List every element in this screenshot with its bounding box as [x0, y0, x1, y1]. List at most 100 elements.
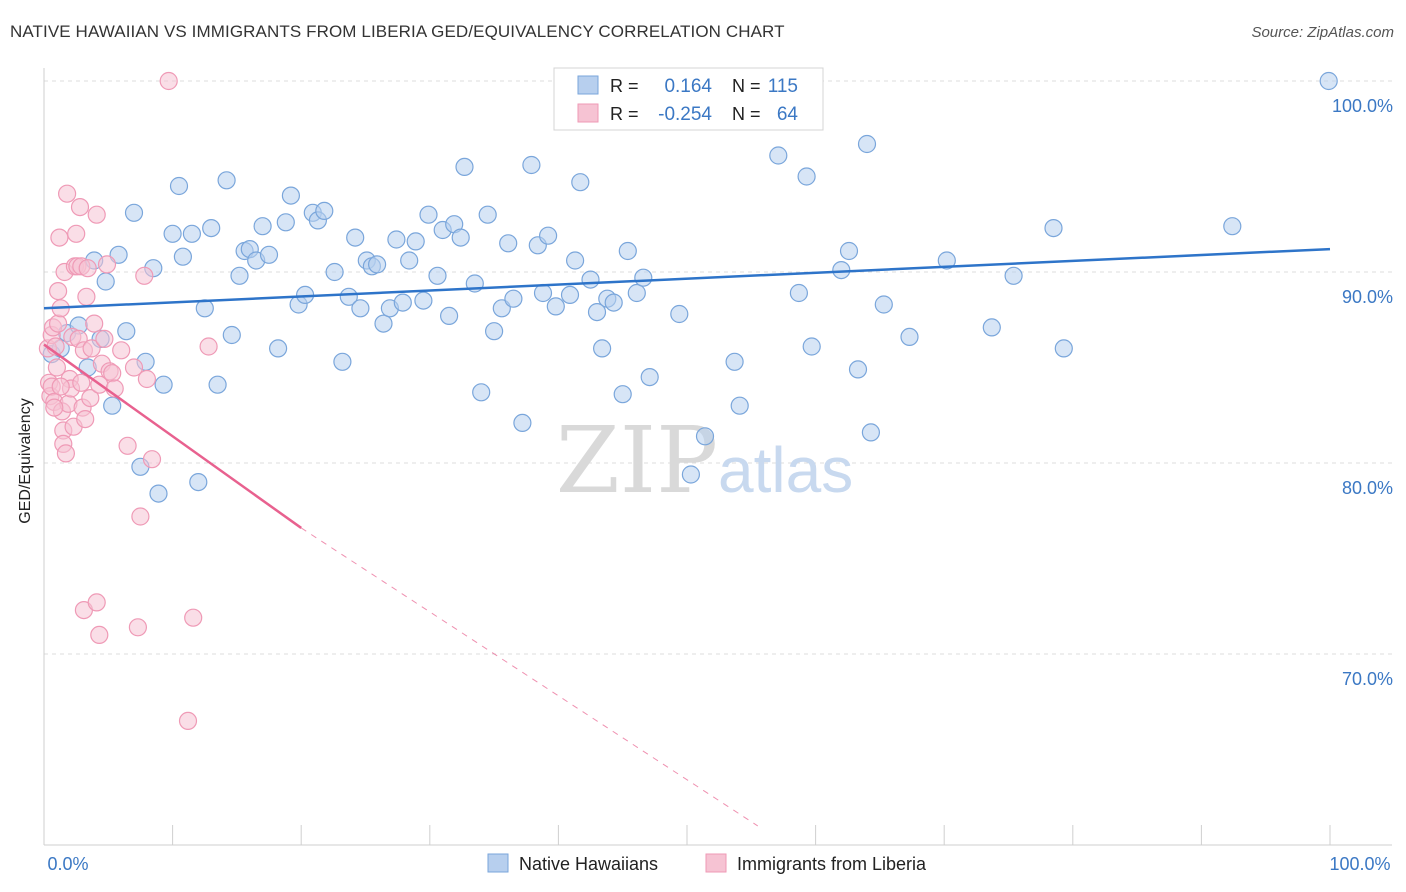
point-liberia: [50, 228, 69, 247]
point-native-hawaiian: [546, 297, 565, 316]
point-liberia: [76, 410, 95, 429]
point-native-hawaiian: [485, 322, 504, 341]
point-liberia: [82, 339, 101, 358]
point-native-hawaiian: [587, 303, 607, 322]
point-native-hawaiian: [769, 146, 788, 165]
stats-r-label-pink: R =: [610, 104, 639, 124]
point-native-hawaiian: [154, 375, 173, 394]
trend-line-liberia-extrapolated: [300, 527, 759, 827]
point-native-hawaiian: [874, 295, 893, 314]
point-native-hawaiian: [789, 283, 809, 303]
point-native-hawaiian: [281, 186, 300, 205]
point-liberia: [67, 224, 86, 243]
stats-legend-box: R = 0.164 N = 115 R = -0.254 N = 64: [553, 67, 824, 131]
stats-r-label-blue: R =: [610, 76, 639, 96]
stats-r-value-blue: 0.164: [664, 76, 712, 97]
point-native-hawaiian: [173, 247, 192, 266]
trend-line-liberia: [43, 343, 302, 529]
point-liberia: [45, 398, 64, 417]
legend-swatch-immigrants-liberia[interactable]: [705, 853, 727, 873]
point-native-hawaiian: [538, 226, 558, 245]
point-native-hawaiian: [634, 268, 653, 287]
point-native-hawaiian: [681, 465, 701, 484]
stats-r-value-pink: -0.254: [658, 104, 712, 125]
point-native-hawaiian: [169, 176, 189, 196]
stats-swatch-pink: [577, 103, 599, 123]
point-native-hawaiian: [900, 327, 919, 346]
point-native-hawaiian: [861, 423, 881, 442]
point-native-hawaiian: [857, 134, 877, 154]
point-native-hawaiian: [117, 322, 136, 341]
watermark: ZIP atlas: [556, 407, 853, 514]
point-native-hawaiian: [1319, 71, 1338, 91]
point-native-hawaiian: [695, 427, 715, 446]
point-liberia: [131, 507, 150, 526]
point-native-hawaiian: [419, 205, 438, 224]
point-liberia: [135, 266, 154, 285]
point-native-hawaiian: [1223, 217, 1242, 236]
point-native-hawaiian: [499, 234, 518, 253]
point-liberia: [97, 255, 117, 274]
stats-n-label-blue: N =: [732, 76, 761, 96]
x-tick-label-max: 100.0%: [1329, 854, 1390, 874]
point-native-hawaiian: [149, 484, 168, 503]
stats-n-value-blue: 115: [768, 76, 798, 97]
point-liberia: [56, 444, 76, 463]
point-native-hawaiian: [325, 262, 344, 282]
point-native-hawaiian: [571, 173, 590, 192]
legend-label-immigrants-liberia[interactable]: Immigrants from Liberia: [737, 854, 927, 874]
point-liberia: [199, 337, 218, 356]
point-native-hawaiian: [455, 157, 474, 176]
point-native-hawaiian: [560, 285, 580, 304]
point-native-hawaiian: [269, 339, 288, 358]
point-liberia: [51, 377, 70, 396]
point-liberia: [77, 287, 96, 306]
point-native-hawaiian: [618, 241, 637, 261]
legend-swatch-native-hawaiians[interactable]: [487, 853, 509, 873]
watermark-zip: ZIP: [556, 407, 718, 514]
point-liberia: [85, 314, 104, 333]
watermark-atlas: atlas: [718, 434, 853, 506]
point-native-hawaiian: [839, 241, 859, 261]
point-native-hawaiian: [189, 473, 208, 492]
point-native-hawaiian: [333, 352, 352, 371]
point-native-hawaiian: [202, 219, 221, 238]
stats-n-value-pink: 64: [777, 104, 799, 125]
point-native-hawaiian: [604, 293, 623, 312]
point-native-hawaiian: [478, 205, 497, 224]
point-native-hawaiian: [581, 270, 600, 289]
point-native-hawaiian: [565, 251, 585, 270]
point-native-hawaiian: [627, 283, 646, 303]
point-native-hawaiian: [406, 232, 425, 251]
point-native-hawaiian: [339, 287, 358, 306]
point-native-hawaiian: [725, 352, 744, 371]
y-tick-label-80: 80.0%: [1342, 478, 1393, 498]
x-tick-labels: 0.0% 100.0%: [47, 854, 1390, 874]
chart-source: Source: ZipAtlas.com: [1251, 24, 1394, 41]
point-native-hawaiian: [230, 266, 249, 285]
y-tick-label-100: 100.0%: [1332, 96, 1393, 116]
point-liberia: [78, 259, 97, 278]
scatter-points: [38, 71, 1338, 731]
stats-n-label-pink: N =: [732, 104, 761, 124]
point-native-hawaiian: [182, 224, 201, 243]
point-liberia: [72, 373, 91, 392]
point-liberia: [70, 198, 90, 217]
point-native-hawaiian: [163, 224, 182, 243]
point-liberia: [137, 369, 156, 389]
y-tick-label-90: 90.0%: [1342, 287, 1393, 307]
point-native-hawaiian: [428, 266, 447, 285]
trend-lines: [43, 247, 1331, 827]
chart-title: NATIVE HAWAIIAN VS IMMIGRANTS FROM LIBER…: [10, 22, 785, 41]
point-native-hawaiian: [640, 368, 659, 387]
point-native-hawaiian: [253, 217, 272, 236]
point-liberia: [87, 205, 106, 224]
point-native-hawaiian: [315, 201, 334, 220]
point-liberia: [124, 358, 144, 377]
point-native-hawaiian: [533, 283, 553, 303]
legend-label-native-hawaiians[interactable]: Native Hawaiians: [519, 854, 658, 874]
point-liberia: [159, 71, 178, 91]
x-tick-label-min: 0.0%: [47, 854, 88, 874]
point-native-hawaiian: [124, 203, 144, 222]
